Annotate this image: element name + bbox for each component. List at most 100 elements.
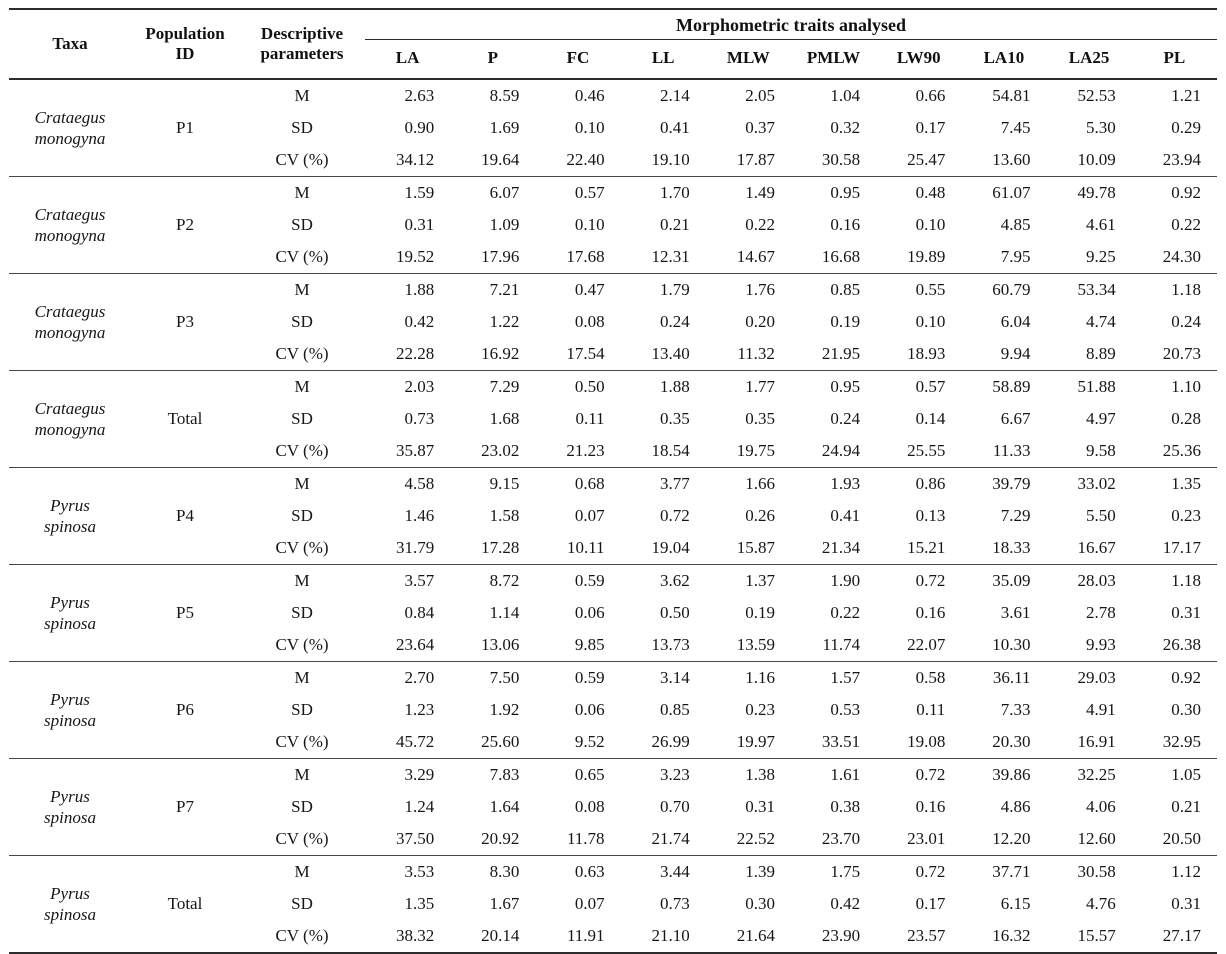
value-cell: 25.47 bbox=[907, 150, 946, 169]
table-group: Crataegus monogyna P3 M 1.88 7.21 0.47 1.79 1.7… bbox=[9, 273, 1217, 371]
value-cell: 6.67 bbox=[1000, 409, 1031, 428]
taxa-cell: Pyrus spinosa bbox=[44, 592, 96, 633]
value-cell: 32.25 bbox=[1077, 765, 1116, 784]
col-header-la10: LA10 bbox=[983, 48, 1025, 67]
col-header-pmlw: PMLW bbox=[806, 48, 861, 67]
value-cell: 12.20 bbox=[992, 829, 1031, 848]
value-cell: 7.50 bbox=[489, 668, 520, 687]
value-cell: 4.76 bbox=[1085, 894, 1116, 913]
value-cell: 1.90 bbox=[830, 571, 861, 590]
value-cell: 32.95 bbox=[1162, 732, 1201, 751]
value-cell: 7.29 bbox=[1000, 506, 1031, 525]
value-cell: 0.17 bbox=[915, 894, 946, 913]
value-cell: 58.89 bbox=[992, 377, 1031, 396]
value-cell: 23.57 bbox=[907, 926, 946, 945]
value-cell: 7.21 bbox=[489, 280, 520, 299]
taxa-cell: Crataegus monogyna bbox=[34, 301, 106, 342]
value-cell: 27.17 bbox=[1162, 926, 1201, 945]
value-cell: 20.50 bbox=[1162, 829, 1201, 848]
value-cell: 3.61 bbox=[1000, 603, 1031, 622]
table-row: Crataegus monogyna P2 M 1.59 6.07 0.57 1.70 1.4… bbox=[9, 177, 1217, 245]
value-cell: 0.50 bbox=[574, 377, 605, 396]
parameter-label: SD bbox=[291, 506, 313, 525]
value-cell: 20.30 bbox=[992, 732, 1031, 751]
table-row: CV (%) 37.50 20.92 11.78 21.74 22.52 23.70 23.0… bbox=[9, 823, 1217, 856]
table-row: Crataegus monogyna Total M 2.03 7.29 0.50 1.88… bbox=[9, 371, 1217, 439]
table-row: Pyrus spinosa P7 M 3.29 7.83 0.65 3.23 1.38 1.61… bbox=[9, 759, 1217, 827]
value-cell: 17.17 bbox=[1162, 538, 1201, 557]
taxa-cell: Pyrus spinosa bbox=[44, 689, 96, 730]
value-cell: 0.73 bbox=[404, 409, 435, 428]
value-cell: 53.34 bbox=[1077, 280, 1116, 299]
value-cell: 18.33 bbox=[992, 538, 1031, 557]
value-cell: 1.16 bbox=[745, 668, 775, 687]
parameter-label: M bbox=[294, 183, 310, 202]
value-cell: 37.71 bbox=[992, 862, 1031, 881]
value-cell: 2.78 bbox=[1085, 603, 1116, 622]
value-cell: 1.77 bbox=[745, 377, 775, 396]
value-cell: 0.06 bbox=[574, 603, 605, 622]
value-cell: 37.50 bbox=[395, 829, 435, 848]
value-cell: 1.49 bbox=[745, 183, 775, 202]
value-cell: 0.48 bbox=[915, 183, 946, 202]
value-cell: 0.31 bbox=[745, 797, 775, 816]
value-cell: 0.41 bbox=[830, 506, 861, 525]
table-row: CV (%) 35.87 23.02 21.23 18.54 19.75 24.94 25.5… bbox=[9, 435, 1217, 468]
value-cell: 1.10 bbox=[1171, 377, 1201, 396]
value-cell: 45.72 bbox=[395, 732, 435, 751]
value-cell: 0.24 bbox=[660, 312, 690, 331]
value-cell: 0.30 bbox=[1171, 700, 1201, 719]
taxa-cell: Crataegus monogyna bbox=[34, 204, 106, 245]
table-row: SD 0.42 1.22 0.08 0.24 0.20 0.19 0.10 6.04 4.74 0.… bbox=[9, 306, 1217, 338]
value-cell: 20.14 bbox=[481, 926, 520, 945]
value-cell: 24.30 bbox=[1162, 247, 1201, 266]
value-cell: 1.37 bbox=[745, 571, 775, 590]
table-group: Pyrus spinosa P5 M 3.57 8.72 0.59 3.62 1.37 1.90… bbox=[9, 564, 1217, 662]
value-cell: 19.97 bbox=[736, 732, 775, 751]
value-cell: 0.06 bbox=[574, 700, 605, 719]
value-cell: 3.44 bbox=[660, 862, 690, 881]
table-row: Crataegus monogyna P3 M 1.88 7.21 0.47 1.79 1.7… bbox=[9, 274, 1217, 342]
value-cell: 7.95 bbox=[1000, 247, 1031, 266]
value-cell: 0.28 bbox=[1171, 409, 1201, 428]
value-cell: 0.42 bbox=[830, 894, 861, 913]
value-cell: 2.05 bbox=[745, 86, 775, 105]
value-cell: 0.07 bbox=[574, 506, 605, 525]
table-row: Pyrus spinosa P6 M 2.70 7.50 0.59 3.14 1.16 1.57… bbox=[9, 662, 1217, 730]
parameter-label: CV (%) bbox=[275, 926, 329, 945]
value-cell: 1.93 bbox=[830, 474, 861, 493]
value-cell: 3.14 bbox=[660, 668, 690, 687]
morphometric-table: Taxa Population ID Descriptive parameter… bbox=[9, 8, 1217, 954]
parameter-label: SD bbox=[291, 312, 313, 331]
value-cell: 15.57 bbox=[1077, 926, 1116, 945]
value-cell: 0.63 bbox=[574, 862, 605, 881]
value-cell: 7.45 bbox=[1000, 118, 1031, 137]
value-cell: 0.31 bbox=[1171, 894, 1201, 913]
value-cell: 8.89 bbox=[1085, 344, 1116, 363]
population-cell: P1 bbox=[176, 118, 194, 137]
value-cell: 9.25 bbox=[1085, 247, 1116, 266]
value-cell: 1.39 bbox=[745, 862, 775, 881]
value-cell: 1.75 bbox=[830, 862, 861, 881]
value-cell: 11.78 bbox=[566, 829, 605, 848]
value-cell: 19.04 bbox=[651, 538, 690, 557]
value-cell: 16.32 bbox=[992, 926, 1031, 945]
value-cell: 54.81 bbox=[992, 86, 1031, 105]
value-cell: 0.24 bbox=[1171, 312, 1201, 331]
value-cell: 0.46 bbox=[574, 86, 605, 105]
value-cell: 1.18 bbox=[1171, 571, 1201, 590]
value-cell: 0.70 bbox=[660, 797, 690, 816]
value-cell: 19.10 bbox=[651, 150, 690, 169]
value-cell: 1.58 bbox=[489, 506, 520, 525]
value-cell: 6.15 bbox=[1000, 894, 1031, 913]
table-header: Taxa Population ID Descriptive parameter… bbox=[9, 9, 1217, 79]
value-cell: 0.10 bbox=[574, 215, 605, 234]
parameter-label: M bbox=[294, 377, 310, 396]
table-group: Pyrus spinosa P7 M 3.29 7.83 0.65 3.23 1.38 1.61… bbox=[9, 758, 1217, 856]
value-cell: 1.66 bbox=[745, 474, 775, 493]
value-cell: 17.87 bbox=[736, 150, 775, 169]
table-row: SD 0.31 1.09 0.10 0.21 0.22 0.16 0.10 4.85 4.61 0.… bbox=[9, 209, 1217, 241]
value-cell: 9.15 bbox=[489, 474, 520, 493]
value-cell: 3.62 bbox=[660, 571, 690, 590]
value-cell: 0.26 bbox=[745, 506, 775, 525]
